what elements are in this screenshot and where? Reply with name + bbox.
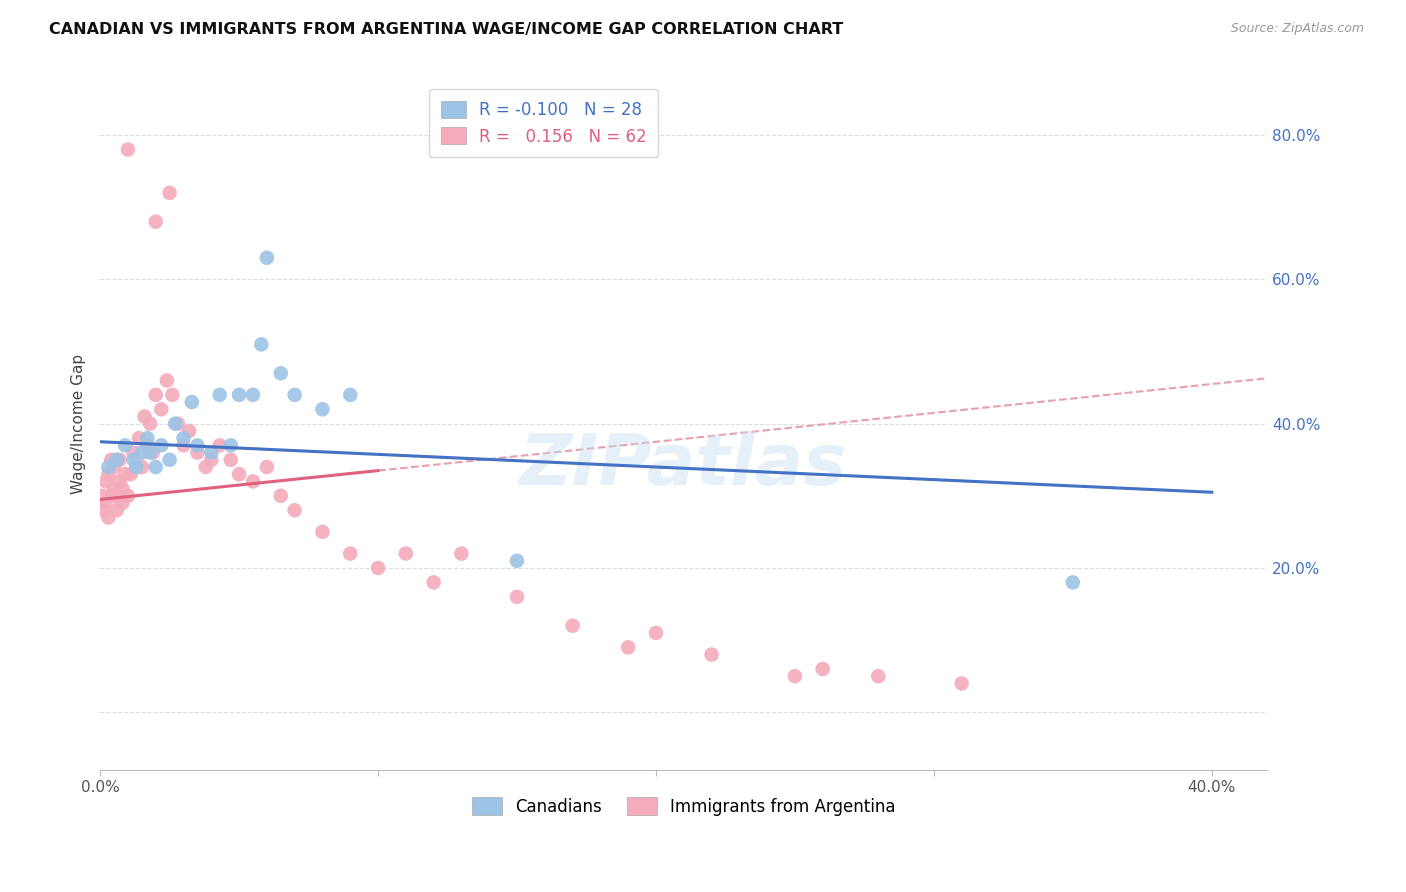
- Point: [105, 489, 128, 503]
- Point: [103, 460, 125, 475]
- Point: [506, 590, 529, 604]
- Point: [131, 445, 153, 459]
- Point: [228, 388, 250, 402]
- Point: [97, 510, 120, 524]
- Point: [108, 452, 131, 467]
- Point: [339, 388, 361, 402]
- Point: [700, 648, 723, 662]
- Point: [91, 489, 114, 503]
- Point: [1062, 575, 1084, 590]
- Point: [131, 460, 153, 475]
- Point: [91, 503, 114, 517]
- Point: [94, 496, 117, 510]
- Point: [125, 460, 148, 475]
- Point: [145, 388, 167, 402]
- Point: [256, 460, 278, 475]
- Point: [868, 669, 890, 683]
- Point: [94, 475, 117, 489]
- Point: [159, 186, 181, 200]
- Point: [177, 424, 200, 438]
- Point: [145, 215, 167, 229]
- Point: [367, 561, 389, 575]
- Point: [117, 143, 139, 157]
- Point: [159, 452, 181, 467]
- Point: [128, 431, 150, 445]
- Point: [142, 445, 165, 459]
- Point: [162, 388, 184, 402]
- Point: [186, 445, 208, 459]
- Point: [120, 467, 142, 482]
- Point: [284, 503, 307, 517]
- Point: [339, 547, 361, 561]
- Point: [208, 438, 231, 452]
- Point: [250, 337, 273, 351]
- Point: [270, 489, 292, 503]
- Point: [450, 547, 472, 561]
- Text: CANADIAN VS IMMIGRANTS FROM ARGENTINA WAGE/INCOME GAP CORRELATION CHART: CANADIAN VS IMMIGRANTS FROM ARGENTINA WA…: [49, 22, 844, 37]
- Point: [139, 417, 162, 431]
- Point: [311, 402, 333, 417]
- Point: [150, 402, 173, 417]
- Point: [114, 467, 136, 482]
- Point: [186, 438, 208, 452]
- Y-axis label: Wage/Income Gap: Wage/Income Gap: [72, 353, 86, 494]
- Point: [125, 460, 148, 475]
- Point: [617, 640, 640, 655]
- Point: [173, 438, 195, 452]
- Point: [194, 460, 217, 475]
- Point: [311, 524, 333, 539]
- Point: [561, 618, 583, 632]
- Text: Source: ZipAtlas.com: Source: ZipAtlas.com: [1230, 22, 1364, 36]
- Point: [105, 503, 128, 517]
- Point: [139, 445, 162, 459]
- Point: [100, 452, 122, 467]
- Legend: Canadians, Immigrants from Argentina: Canadians, Immigrants from Argentina: [464, 789, 904, 824]
- Point: [219, 438, 242, 452]
- Point: [208, 388, 231, 402]
- Point: [136, 438, 159, 452]
- Point: [167, 417, 190, 431]
- Point: [242, 475, 264, 489]
- Point: [156, 373, 179, 387]
- Point: [180, 395, 202, 409]
- Point: [108, 475, 131, 489]
- Point: [122, 452, 145, 467]
- Point: [811, 662, 834, 676]
- Point: [395, 547, 418, 561]
- Point: [165, 417, 187, 431]
- Point: [117, 489, 139, 503]
- Point: [150, 438, 173, 452]
- Point: [242, 388, 264, 402]
- Point: [228, 467, 250, 482]
- Point: [97, 460, 120, 475]
- Point: [134, 409, 156, 424]
- Point: [200, 452, 222, 467]
- Point: [114, 438, 136, 452]
- Point: [200, 445, 222, 459]
- Point: [105, 452, 128, 467]
- Point: [256, 251, 278, 265]
- Point: [645, 626, 668, 640]
- Point: [173, 431, 195, 445]
- Point: [103, 482, 125, 496]
- Point: [270, 366, 292, 380]
- Point: [145, 460, 167, 475]
- Point: [783, 669, 806, 683]
- Point: [422, 575, 444, 590]
- Point: [111, 482, 134, 496]
- Point: [950, 676, 973, 690]
- Point: [122, 445, 145, 459]
- Point: [219, 452, 242, 467]
- Point: [506, 554, 529, 568]
- Point: [111, 496, 134, 510]
- Point: [97, 467, 120, 482]
- Point: [284, 388, 307, 402]
- Point: [136, 431, 159, 445]
- Point: [100, 489, 122, 503]
- Text: ZIPatlas: ZIPatlas: [520, 431, 848, 500]
